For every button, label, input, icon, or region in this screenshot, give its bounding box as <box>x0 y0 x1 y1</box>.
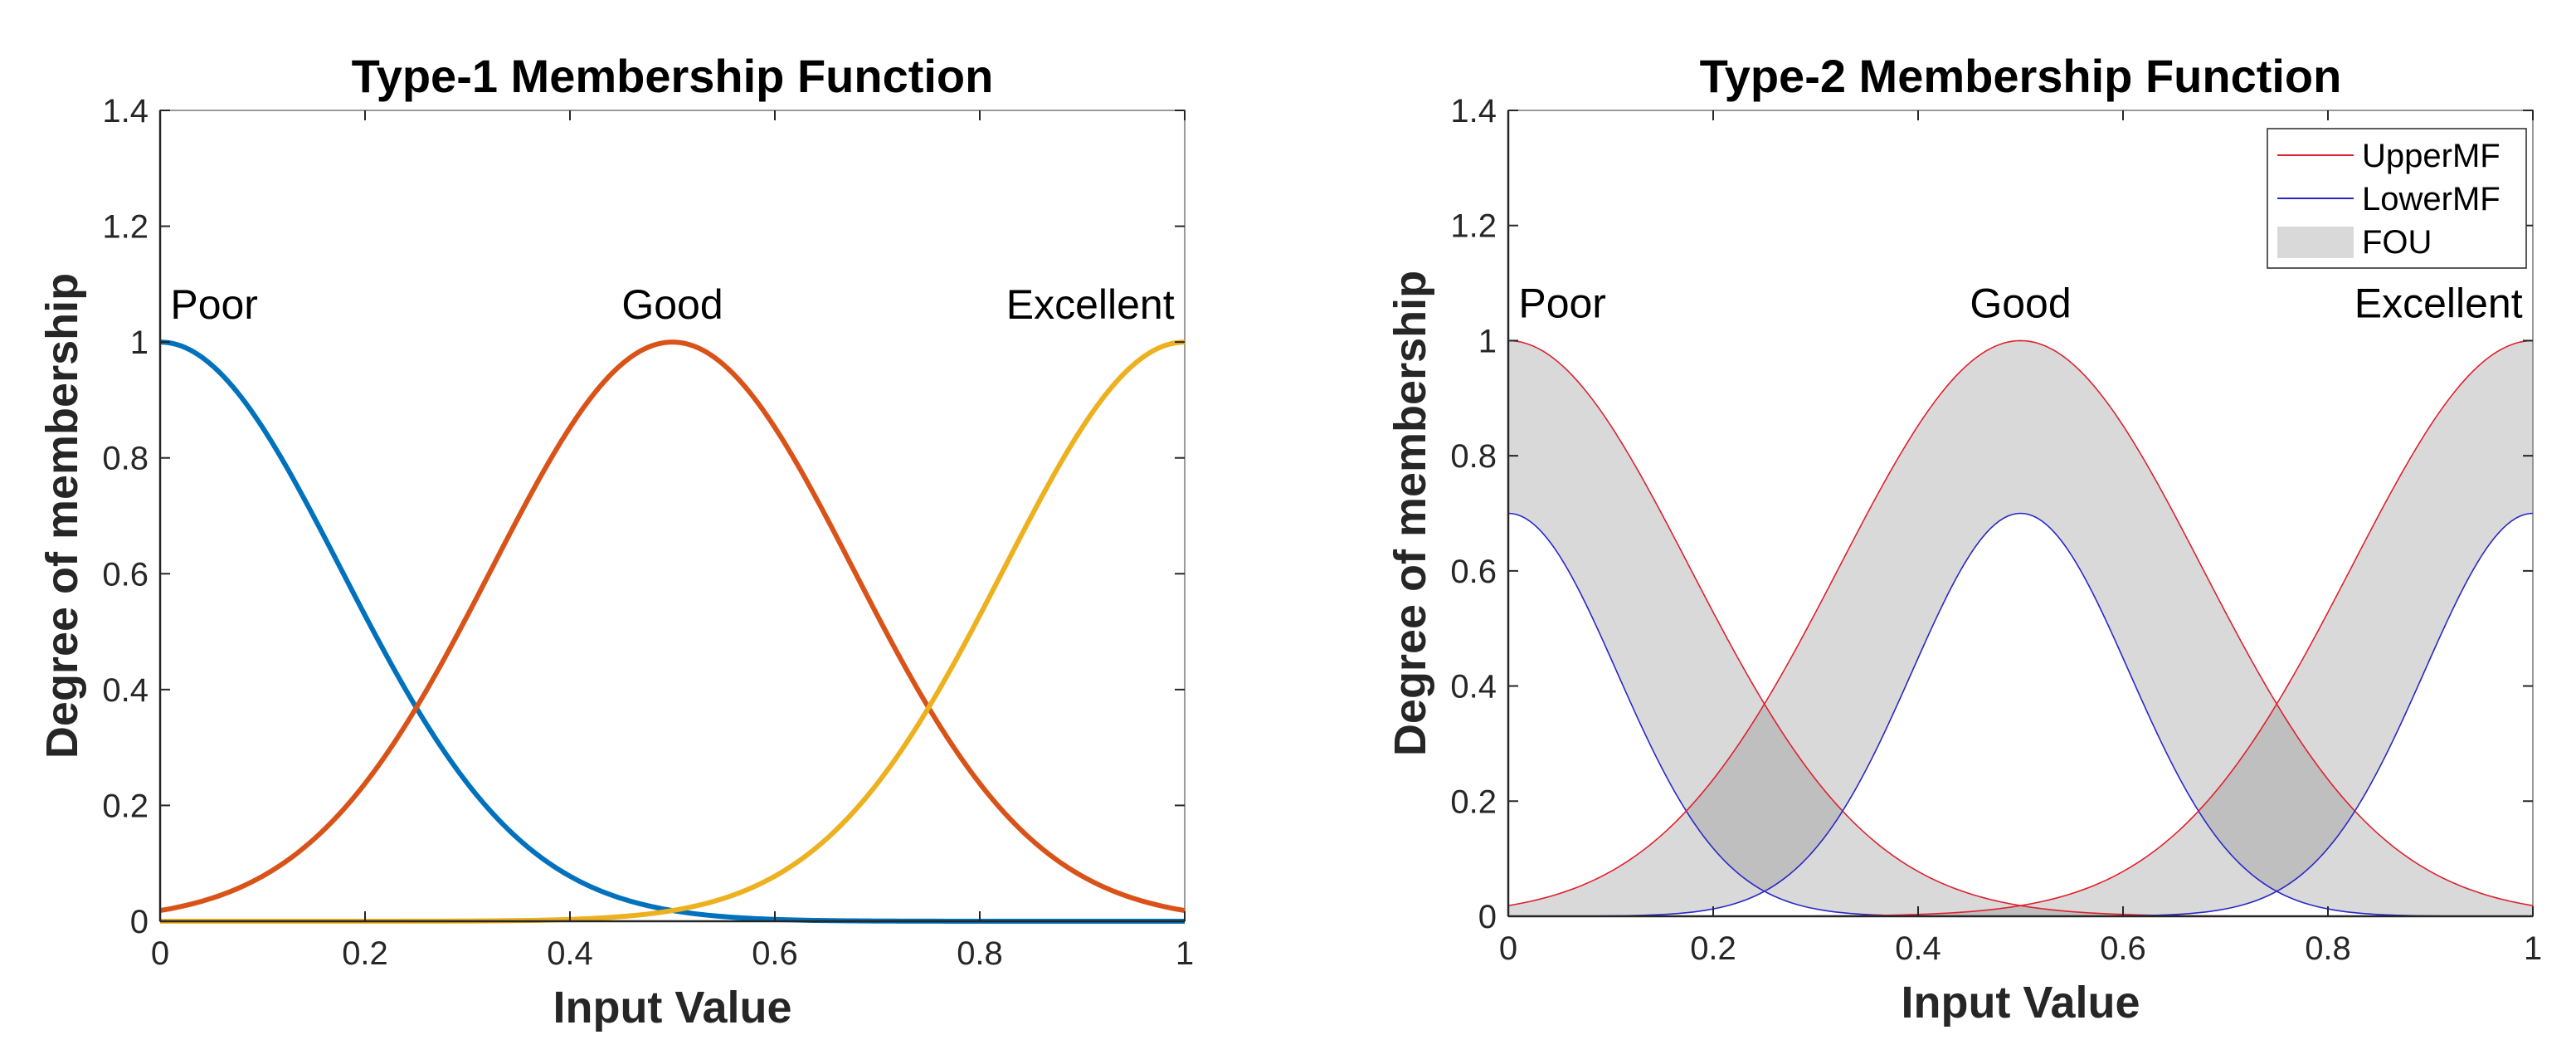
legend-label-lowermf: LowerMF <box>2362 181 2501 217</box>
legend: UpperMF LowerMF FOU <box>2267 128 2527 269</box>
y-tick-label: 0.4 <box>102 672 149 709</box>
x-tick-label: 0.6 <box>2100 930 2146 967</box>
annotation-excellent: Excellent <box>1006 281 1175 328</box>
x-tick-label: 0.8 <box>957 935 1003 972</box>
chart-title: Type-1 Membership Function <box>352 50 994 102</box>
legend-label-fou: FOU <box>2362 224 2432 261</box>
y-tick-label: 1.4 <box>1450 93 1497 129</box>
y-axis-label: Degree of membership <box>37 273 87 759</box>
annotation-good: Good <box>1970 281 2071 327</box>
x-axis-label: Input Value <box>1901 978 2140 1027</box>
y-tick-label: 0.8 <box>102 441 149 477</box>
y-tick-label: 0.6 <box>1450 554 1497 590</box>
series-line-poor <box>159 339 1185 924</box>
x-tick-label: 0.2 <box>342 935 388 972</box>
chart-panel-1: 0 0.2 0.4 0.6 0.8 1 0 0.2 0.4 0.6 0.8 1 1.2 1.4 Type-1… <box>37 50 1194 1032</box>
x-tick-label: 0.2 <box>1690 930 1736 967</box>
annotation-good: Good <box>621 281 723 328</box>
legend-label-uppermf: UpperMF <box>2362 138 2501 174</box>
fou-region-poor <box>1508 340 2533 916</box>
chart-panel-2: 0 0.2 0.4 0.6 0.8 1 0 0.2 0.4 0.6 0.8 1 1.2 1.4 Type-2… <box>1385 50 2542 1027</box>
annotation-poor: Poor <box>1518 281 1606 327</box>
x-tick-label: 0 <box>151 935 169 972</box>
y-tick-label: 1.2 <box>102 209 149 246</box>
fou-region-excellent <box>1508 340 2533 916</box>
x-tick-label: 0.4 <box>1895 930 1941 967</box>
y-tick-label: 0.4 <box>1450 669 1497 705</box>
legend-swatch-fou <box>2277 227 2354 258</box>
annotation-excellent: Excellent <box>2354 281 2523 327</box>
y-axis-label: Degree of membership <box>1385 271 1435 756</box>
x-tick-label: 1 <box>2524 930 2542 967</box>
y-tick-label: 0.2 <box>1450 783 1497 820</box>
y-tick-label: 1.2 <box>1450 208 1497 245</box>
y-tick-label: 0.8 <box>1450 438 1497 475</box>
fou-region-good <box>1508 340 2533 916</box>
x-axis-label: Input Value <box>553 983 791 1032</box>
y-tick-label: 1 <box>130 325 149 361</box>
x-tick-label: 0.6 <box>752 935 798 972</box>
y-tick-label: 0.6 <box>102 556 149 593</box>
y-tick-label: 1.4 <box>102 93 149 129</box>
y-tick-label: 0 <box>130 904 149 940</box>
chart-title: Type-2 Membership Function <box>1700 50 2342 102</box>
series-line-good <box>159 339 1186 914</box>
upper-mf-line-good <box>1507 339 2534 906</box>
y-tick-label: 0.2 <box>102 788 149 824</box>
x-tick-label: 1 <box>1176 935 1194 972</box>
x-tick-label: 0 <box>1499 930 1517 967</box>
annotation-poor: Poor <box>170 281 258 328</box>
lower-mf-line-good <box>1508 512 2533 917</box>
x-tick-label: 0.8 <box>2305 930 2351 967</box>
y-tick-label: 0 <box>1478 899 1497 935</box>
y-tick-label: 1 <box>1478 323 1497 359</box>
series-line-excellent <box>160 339 1186 924</box>
x-tick-label: 0.4 <box>547 935 593 972</box>
